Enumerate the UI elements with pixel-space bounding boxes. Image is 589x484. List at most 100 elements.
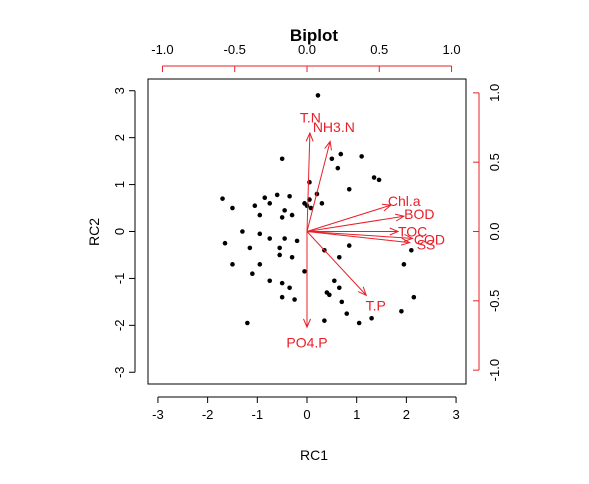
score-points	[220, 93, 417, 326]
loading-arrow-head	[324, 140, 332, 151]
score-point	[411, 294, 417, 300]
top-tick-label: 0.5	[370, 42, 388, 57]
score-point	[302, 269, 307, 274]
loading-arrow-head	[305, 131, 314, 142]
score-point	[287, 285, 292, 291]
loading-arrow-t-n	[306, 133, 311, 232]
loading-label: NH3.N	[313, 119, 355, 135]
score-point	[289, 255, 295, 260]
score-point	[356, 320, 362, 326]
score-point	[279, 294, 285, 300]
loading-label: PO4.P	[286, 334, 327, 350]
score-point	[287, 194, 292, 199]
score-point	[346, 243, 352, 248]
score-point	[267, 278, 273, 284]
top-tick-label: 0.0	[298, 42, 316, 57]
score-point	[267, 201, 273, 206]
score-point	[267, 236, 273, 241]
loading-arrow-head	[381, 203, 393, 212]
loading-arrow-chl-a	[306, 204, 391, 232]
y-tick-label: -3	[112, 366, 127, 378]
right-tick-label: 0.0	[487, 222, 502, 240]
score-point	[250, 271, 255, 277]
loading-arrow-head	[394, 213, 406, 222]
y-tick-label: 3	[112, 87, 127, 94]
y-tick-label: 2	[112, 134, 127, 141]
x-tick-label: 1	[353, 407, 360, 422]
loading-arrow-t-p	[306, 231, 367, 296]
score-point	[279, 280, 285, 286]
top-tick-label: -0.5	[224, 42, 246, 57]
loading-arrow-cod	[306, 231, 413, 239]
score-point	[277, 252, 282, 258]
top-tick-label: -1.0	[151, 42, 173, 57]
loading-label: SS	[417, 236, 436, 252]
score-point	[279, 156, 285, 162]
y-tick-label: 1	[112, 181, 127, 188]
score-point	[399, 308, 404, 314]
score-point	[371, 175, 377, 180]
score-point	[336, 285, 342, 291]
score-point	[319, 201, 325, 206]
score-point	[335, 165, 341, 171]
score-point	[262, 195, 268, 201]
y-tick-label: -1	[112, 273, 127, 285]
y-axis-label: RC2	[86, 218, 102, 246]
loading-label: Chl.a	[388, 193, 421, 209]
score-point	[257, 262, 263, 267]
score-point	[327, 292, 332, 298]
score-point	[339, 299, 345, 305]
x-tick-label: 2	[403, 407, 410, 422]
chart-title: Biplot	[290, 26, 338, 45]
score-point	[304, 203, 310, 208]
right-tick-label: 1.0	[487, 84, 502, 102]
score-point	[230, 205, 235, 211]
y-tick-label: 0	[112, 228, 127, 235]
score-point	[257, 231, 263, 237]
loading-arrow-head	[357, 286, 368, 297]
score-point	[336, 255, 342, 260]
score-point	[277, 245, 282, 251]
right-tick-label: 0.5	[487, 153, 502, 171]
score-point	[315, 93, 321, 98]
right-tick-label: -1.0	[487, 359, 502, 381]
score-point	[245, 320, 250, 326]
x-tick-label: 3	[452, 407, 459, 422]
score-point	[332, 278, 337, 284]
loading-arrow-head	[303, 318, 311, 329]
x-tick-label: 0	[303, 407, 310, 422]
plot-frame	[147, 78, 467, 385]
right-loading-axis: -1.0 -0.5 0.0 0.5 1.0	[473, 84, 502, 381]
loading-label: T.P	[366, 297, 386, 313]
score-point	[369, 316, 374, 321]
score-point	[346, 186, 352, 192]
score-point	[257, 212, 263, 218]
score-point	[409, 247, 414, 253]
top-loading-axis: -1.0 -0.5 0.0 0.5 1.0	[151, 42, 461, 72]
score-point	[359, 154, 364, 159]
loading-arrow-bod	[306, 215, 404, 232]
y-tick-label: -2	[112, 320, 127, 332]
score-point	[294, 238, 300, 244]
bottom-axis: -3 -2 -1 0 1 2 3	[152, 396, 460, 422]
score-point	[307, 179, 312, 185]
loading-arrow-nh3-n	[306, 141, 331, 232]
loading-arrow-head	[403, 233, 414, 242]
score-point	[344, 311, 350, 316]
loading-label: T.N	[300, 109, 321, 125]
score-point	[274, 192, 280, 198]
score-point	[282, 208, 287, 213]
x-tick-label: -2	[202, 407, 214, 422]
loading-label: TOC	[398, 224, 427, 240]
score-point	[240, 229, 245, 234]
top-tick-label: 1.0	[443, 42, 461, 57]
loading-label: BOD	[404, 206, 434, 222]
score-point	[322, 318, 327, 323]
score-point	[247, 245, 253, 251]
score-point	[289, 212, 295, 218]
score-point	[222, 240, 228, 246]
loading-label: COD	[414, 232, 445, 248]
score-point	[279, 215, 285, 220]
